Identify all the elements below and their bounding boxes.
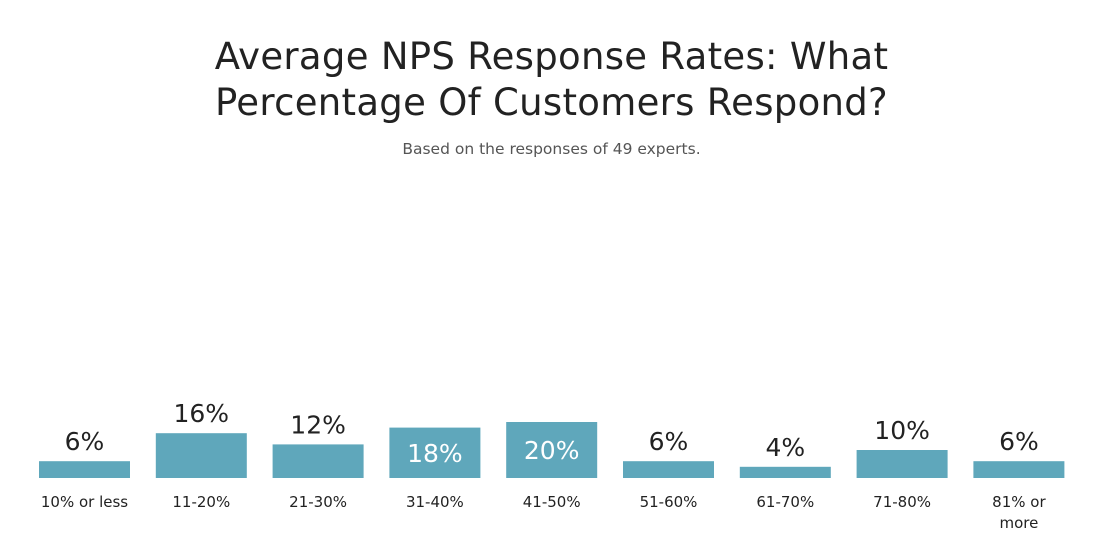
category-label-line: 51-60% <box>640 493 698 511</box>
bar-value-label-7: 4% <box>765 433 805 462</box>
bar-value-label-8: 10% <box>874 416 930 445</box>
bar-5 <box>506 422 598 478</box>
bar-8 <box>856 450 948 478</box>
category-label-line: 11-20% <box>172 493 230 511</box>
bar-value-label-5: 20% <box>524 436 580 465</box>
chart-subtitle: Based on the responses of 49 experts. <box>402 140 701 158</box>
category-label-line: 10% or less <box>41 493 128 511</box>
category-label-line: 41-50% <box>523 493 581 511</box>
category-label-2: 11-20% <box>172 493 230 511</box>
category-label-4: 31-40% <box>406 493 464 511</box>
bar-7 <box>739 466 831 478</box>
bar-value-label-1: 6% <box>65 427 105 456</box>
category-label-1: 10% or less <box>41 493 128 511</box>
bar-value-label-9: 6% <box>999 427 1039 456</box>
category-label-6: 51-60% <box>640 493 698 511</box>
category-label-3: 21-30% <box>289 493 347 511</box>
chart-title-line-1: Average NPS Response Rates: What <box>214 35 889 78</box>
bar-value-label-2: 16% <box>174 399 230 428</box>
bar-value-label-6: 6% <box>649 427 689 456</box>
bar-value-label-4: 18% <box>407 439 463 468</box>
category-label-line: 61-70% <box>756 493 814 511</box>
bar-9 <box>973 461 1065 478</box>
bar-6 <box>623 461 714 478</box>
category-label-5: 41-50% <box>523 493 581 511</box>
category-label-8: 71-80% <box>873 493 931 511</box>
category-label-line: 71-80% <box>873 493 931 511</box>
bar-1 <box>39 461 130 478</box>
bar-4 <box>389 427 481 478</box>
category-label-9: 81% or more <box>992 493 1046 532</box>
category-label-line: more <box>999 514 1038 532</box>
category-label-line: 81% or <box>992 493 1046 511</box>
category-label-7: 61-70% <box>756 493 814 511</box>
bar-value-label-3: 12% <box>290 410 346 439</box>
chart-title-line-2: Percentage Of Customers Respond? <box>215 81 888 124</box>
category-label-line: 21-30% <box>289 493 347 511</box>
bar-2 <box>155 433 247 478</box>
category-label-line: 31-40% <box>406 493 464 511</box>
chart-title: Average NPS Response Rates: What Percent… <box>0 34 1103 126</box>
bar-3 <box>272 444 364 478</box>
